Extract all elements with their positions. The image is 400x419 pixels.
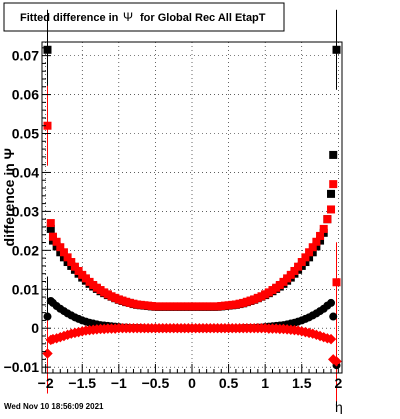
data-point: [329, 180, 338, 189]
series-2: [43, 121, 341, 311]
timestamp: Wed Nov 10 18:56:09 2021: [4, 402, 104, 411]
data-point: [323, 215, 332, 224]
data-point: [316, 231, 325, 240]
x-tick-label: 0: [188, 375, 196, 391]
data-point: [319, 224, 328, 233]
y-tick-label: 0.02: [12, 242, 39, 258]
y-tick-labels: −0.01 0 0.01 0.02 0.03 0.04 0.05 0.06 0.07: [4, 48, 40, 376]
series-4: [42, 323, 342, 367]
x-tick-label: −1.5: [68, 375, 96, 391]
x-tick-label: 1.5: [292, 375, 312, 391]
data-point: [43, 312, 52, 321]
data-point: [327, 189, 336, 198]
data-point: [43, 45, 52, 54]
data-point: [325, 333, 337, 345]
x-tick-labels: −2 −1.5 −1 −0.5 0 0.5 1 1.5 2: [38, 375, 343, 391]
y-tick-label: 0.07: [12, 48, 39, 64]
x-tick-label: −0.5: [142, 375, 170, 391]
y-tick-label: 0.04: [12, 164, 39, 180]
axis-ticks: [42, 47, 339, 373]
x-tick-label: 2: [334, 375, 342, 391]
data-point: [327, 205, 336, 214]
data-point: [329, 150, 338, 159]
title-post: for Global Rec All EtapT: [140, 12, 266, 24]
x-axis-label: η: [335, 399, 343, 414]
data-point: [332, 45, 341, 54]
data-point: [329, 312, 338, 321]
y-tick-label: −0.01: [4, 359, 40, 375]
y-tick-label: 0.01: [12, 281, 39, 297]
data-marks: [42, 45, 342, 370]
data-point: [332, 278, 341, 287]
data-point: [331, 356, 342, 367]
y-tick-label: 0.03: [12, 203, 39, 219]
y-axis-label: difference in Ψ: [1, 148, 17, 246]
x-tick-label: −2: [38, 375, 54, 391]
title-psi: Ψ: [123, 10, 133, 24]
y-tick-label: 0.06: [12, 87, 39, 103]
x-tick-label: 1: [261, 375, 269, 391]
x-tick-label: −1: [111, 375, 127, 391]
y-tick-label: 0.05: [12, 126, 39, 142]
x-tick-label: 0.5: [219, 375, 239, 391]
y-tick-label: 0: [31, 320, 39, 336]
title-box: Fitted difference in Ψ for Global Rec Al…: [3, 2, 285, 32]
plot-area: [42, 42, 342, 373]
title-pre: Fitted difference in: [20, 12, 119, 24]
data-point: [46, 219, 55, 228]
data-point: [327, 298, 336, 307]
